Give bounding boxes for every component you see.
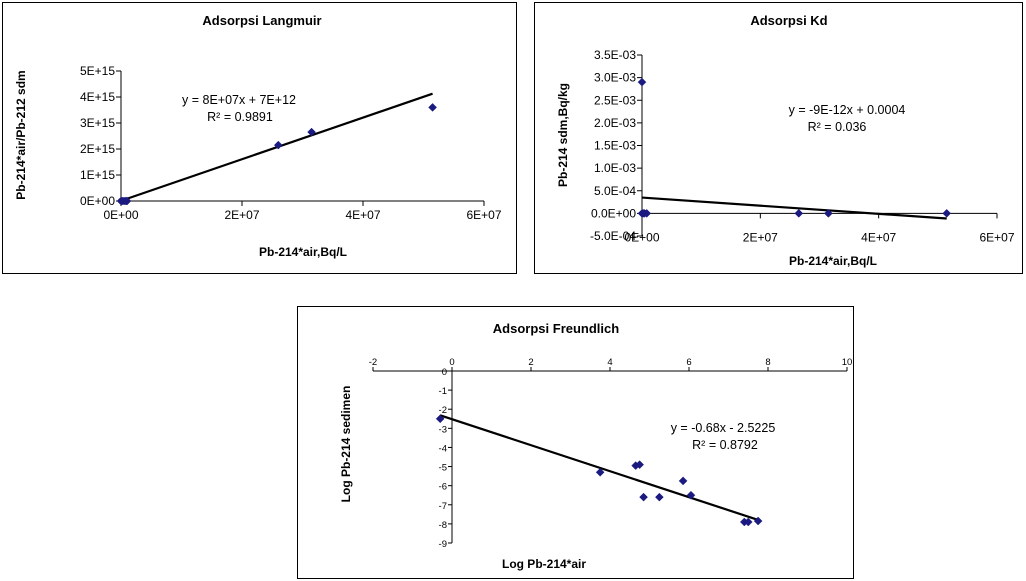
y-tick-label: -3 — [439, 424, 447, 435]
x-axis-label: Pb-214*air,Bq/L — [259, 245, 347, 259]
y-tick-label: -4 — [439, 443, 447, 454]
data-point — [428, 103, 437, 112]
x-tick-label: 6 — [686, 357, 691, 368]
trendline — [439, 414, 759, 521]
trendline-equation: y = -0.68x - 2.5225 — [671, 421, 776, 435]
x-tick-label: 2 — [528, 357, 533, 368]
y-tick-label: 0E+00 — [80, 194, 115, 208]
chart-freundlich: Adsorpsi Freundlich Log Pb-214*air Log P… — [339, 321, 853, 571]
r-squared-label: R² = 0.036 — [808, 120, 867, 134]
y-tick-label: 4E+15 — [80, 90, 115, 104]
data-point — [639, 492, 648, 502]
y-tick-label: -8 — [439, 520, 447, 531]
x-axis-label: Pb-214*air,Bq/L — [789, 254, 877, 268]
y-tick-label: 0 — [442, 367, 447, 378]
chart-panel-kd: Adsorpsi Kd Pb-214*air,Bq/L Pb-214 sdm,B… — [534, 2, 1023, 274]
x-axis-label: Log Pb-214*air — [502, 557, 586, 571]
y-tick-label: -5.0E-04 — [590, 229, 636, 243]
chart-langmuir: Adsorpsi Langmuir Pb-214*air,Bq/L Pb-214… — [14, 13, 502, 259]
y-tick-label: 3E+15 — [80, 116, 115, 130]
chart-panel-freundlich: Adsorpsi Freundlich Log Pb-214*air Log P… — [297, 306, 854, 579]
data-point — [942, 209, 952, 218]
data-point — [655, 492, 664, 502]
x-tick-label: 4 — [607, 357, 612, 368]
y-tick-label: 5.0E-04 — [594, 184, 636, 198]
chart-title: Adsorpsi Kd — [750, 13, 827, 28]
chart-title: Adsorpsi Freundlich — [493, 321, 619, 336]
chart-kd: Adsorpsi Kd Pb-214*air,Bq/L Pb-214 sdm,B… — [556, 13, 1015, 268]
x-tick-label: 4E+07 — [345, 208, 380, 222]
y-tick-label: 3.0E-03 — [594, 71, 636, 85]
y-tick-label: -9 — [439, 539, 447, 550]
r-squared-label: R² = 0.8792 — [692, 438, 758, 452]
y-tick-label: -7 — [439, 501, 447, 512]
y-tick-label: -1 — [439, 386, 447, 397]
x-tick-label: 4E+07 — [861, 230, 896, 244]
data-point — [678, 476, 688, 486]
y-tick-label: 5E+15 — [80, 64, 115, 78]
x-tick-label: -2 — [369, 357, 377, 368]
data-point — [637, 77, 647, 87]
data-point — [753, 516, 763, 526]
y-tick-label: 1.0E-03 — [594, 161, 636, 175]
data-point — [122, 196, 132, 206]
x-tick-label: 0E+00 — [624, 230, 659, 244]
y-tick-label: 2.5E-03 — [594, 93, 636, 107]
y-tick-label: -2 — [439, 405, 447, 416]
data-point — [824, 209, 833, 218]
data-point — [686, 490, 696, 500]
data-point — [307, 127, 316, 137]
chart-panel-langmuir: Adsorpsi Langmuir Pb-214*air,Bq/L Pb-214… — [2, 2, 517, 274]
data-point — [743, 517, 753, 527]
x-tick-label: 10 — [842, 357, 853, 368]
trendline-equation: y = 8E+07x + 7E+12 — [182, 93, 296, 107]
y-tick-label: 2.0E-03 — [594, 116, 636, 130]
y-tick-label: 1.5E-03 — [594, 139, 636, 153]
y-tick-label: 1E+15 — [80, 168, 115, 182]
data-point — [635, 460, 644, 469]
x-tick-label: 8 — [765, 357, 770, 368]
x-tick-label: 6E+07 — [466, 208, 501, 222]
x-tick-label: 0E+00 — [103, 208, 138, 222]
y-tick-label: 2E+15 — [80, 142, 115, 156]
y-tick-label: 0.0E+00 — [591, 206, 636, 220]
y-tick-label: -5 — [439, 463, 447, 474]
chart-title: Adsorpsi Langmuir — [202, 13, 321, 28]
y-tick-label: 3.5E-03 — [594, 48, 636, 62]
data-point — [435, 414, 445, 424]
y-tick-label: -6 — [439, 482, 447, 493]
trendline — [641, 196, 947, 220]
x-tick-label: 0 — [449, 357, 454, 368]
r-squared-label: R² = 0.9891 — [207, 110, 273, 124]
data-point — [595, 467, 605, 477]
y-axis-label: Log Pb-214 sedimen — [339, 386, 353, 503]
y-axis-label: Pb-214*air/Pb-212 sdm — [14, 70, 28, 199]
trendline-equation: y = -9E-12x + 0.0004 — [789, 103, 906, 117]
y-axis-label: Pb-214 sdm,Bq/kg — [556, 83, 570, 187]
data-point — [273, 140, 283, 150]
data-point — [642, 209, 652, 218]
x-tick-label: 2E+07 — [743, 230, 778, 244]
x-tick-label: 6E+07 — [979, 230, 1014, 244]
x-tick-label: 2E+07 — [224, 208, 259, 222]
data-point — [794, 209, 804, 218]
